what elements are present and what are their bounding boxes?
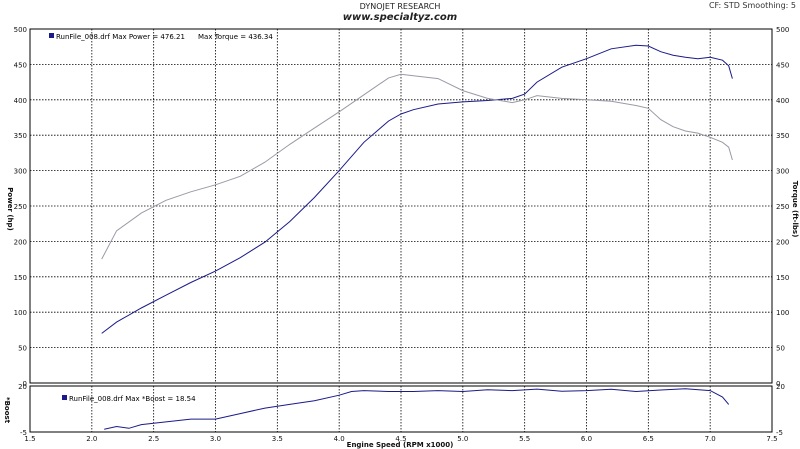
x-tick-label: 3.0 <box>210 435 221 443</box>
y-tick-label-boost: 20 <box>18 383 27 391</box>
y-tick-label-torque: 150 <box>776 274 789 282</box>
x-axis-label: Engine Speed (RPM x1000) <box>347 441 454 449</box>
x-tick-label: 2.0 <box>86 435 97 443</box>
y-tick-label-torque: 200 <box>776 238 789 246</box>
legend-boost-text: RunFile_008.drf Max *Boost = 18.54 <box>69 395 196 403</box>
y-tick-label-power: 500 <box>14 26 27 34</box>
legend-swatch-boost <box>62 395 67 400</box>
x-tick-label: 6.0 <box>581 435 592 443</box>
y-tick-label-power: 100 <box>14 309 27 317</box>
legend-main-text1: RunFile_008.drf Max Power = 476.21 <box>56 33 185 41</box>
y-tick-label-power: 400 <box>14 97 27 105</box>
main-grid <box>29 28 773 384</box>
y-tick-label-torque: 0 <box>776 380 780 388</box>
main-series <box>101 44 733 334</box>
series-line-power <box>101 44 733 334</box>
y-tick-label-power: 350 <box>14 132 27 140</box>
main-tick-labels: 0 0 50 50 100 100 150 150 200 200 250 250 300 300 350 3… <box>14 26 790 388</box>
y-tick-label-power: 150 <box>14 274 27 282</box>
correction-factor-label: CF: STD Smoothing: 5 <box>708 1 796 10</box>
y-tick-label-power: 0 <box>23 380 27 388</box>
y-tick-label-boost-right: -5 <box>776 429 783 437</box>
y-axis-label-boost: *Boost <box>3 397 11 424</box>
y-tick-label-torque: 250 <box>776 203 789 211</box>
series-line-boost <box>104 388 730 430</box>
y-tick-label-power: 300 <box>14 168 27 176</box>
legend-swatch-main <box>49 33 54 38</box>
x-tick-label: 7.5 <box>766 435 777 443</box>
x-tick-label: 7.0 <box>705 435 716 443</box>
series-line-torque <box>101 73 733 260</box>
chart-title: DYNOJET RESEARCH <box>359 2 441 11</box>
y-tick-label-torque: 450 <box>776 61 789 69</box>
x-tick-label: 6.5 <box>643 435 654 443</box>
y-tick-label-torque: 50 <box>776 345 785 353</box>
y-tick-label-torque: 300 <box>776 168 789 176</box>
x-tick-label: 2.5 <box>148 435 159 443</box>
y-tick-label-power: 200 <box>14 238 27 246</box>
y-tick-label-boost: -5 <box>20 429 27 437</box>
y-tick-label-power: 450 <box>14 61 27 69</box>
y-tick-label-torque: 100 <box>776 309 789 317</box>
y-tick-label-torque: 350 <box>776 132 789 140</box>
y-tick-label-power: 250 <box>14 203 27 211</box>
y-axis-label-torque: Torque (ft-lbs) <box>791 181 799 238</box>
x-tick-label: 3.5 <box>272 435 283 443</box>
y-tick-label-boost-right: 20 <box>776 383 785 391</box>
boost-tick-labels: -5 -5 20 20 <box>18 383 785 437</box>
x-tick-label: 4.5 <box>395 435 406 443</box>
x-tick-label: 1.5 <box>24 435 35 443</box>
x-tick-label: 4.0 <box>334 435 345 443</box>
boost-series <box>104 388 730 430</box>
y-tick-label-power: 50 <box>18 345 27 353</box>
x-tick-labels: 1.5 2.0 2.5 3.0 3.5 4.0 4.5 5.0 5.5 6.0 6.5 7.0 7.5 <box>24 435 777 443</box>
x-tick-label: 5.5 <box>519 435 530 443</box>
x-tick-label: 5.0 <box>457 435 468 443</box>
y-axis-label-power: Power (hp) <box>6 187 14 230</box>
boost-grid <box>29 385 773 433</box>
y-tick-label-torque: 500 <box>776 26 789 34</box>
y-tick-label-torque: 400 <box>776 97 789 105</box>
website-label: www.specialtyz.com <box>342 12 458 23</box>
legend-main-text2: Max Torque = 436.34 <box>198 33 273 41</box>
